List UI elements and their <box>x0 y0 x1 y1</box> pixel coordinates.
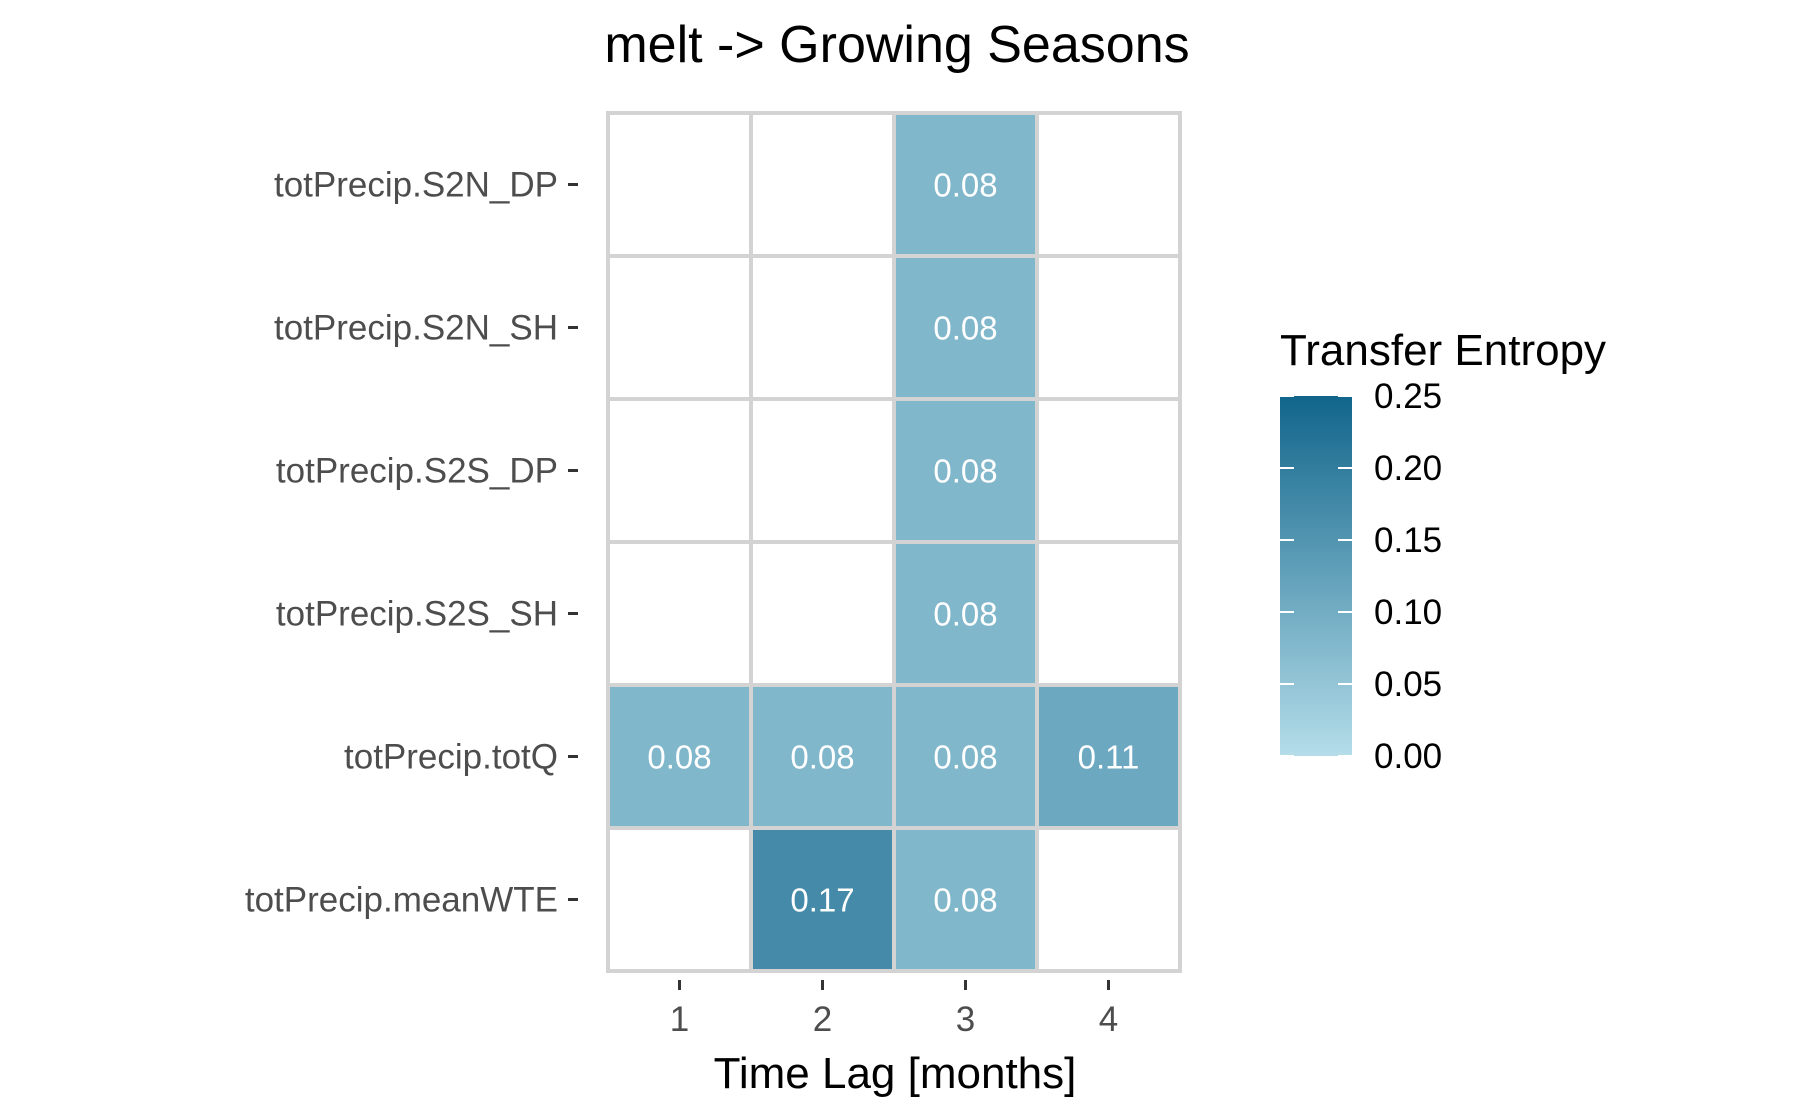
x-tick-label: 1 <box>670 1000 689 1039</box>
heatmap-cell <box>1035 111 1182 258</box>
x-axis: 1 2 3 4 <box>670 980 1118 1039</box>
heatmap-cell <box>606 826 753 973</box>
x-tick-label: 3 <box>956 1000 975 1039</box>
cell-value-label: 0.08 <box>933 596 997 633</box>
x-tick-label: 2 <box>813 1000 832 1039</box>
heatmap-cell <box>1035 540 1182 687</box>
y-tick-label: totPrecip.totQ <box>344 738 558 777</box>
y-tick-label: totPrecip.S2S_DP <box>276 452 558 491</box>
x-axis-label: Time Lag [months] <box>714 1049 1077 1098</box>
heatmap-cell <box>749 826 896 973</box>
heatmap-cell <box>892 826 1039 973</box>
y-tick-label: totPrecip.S2N_SH <box>274 309 558 348</box>
y-tick-label: totPrecip.meanWTE <box>245 881 558 920</box>
chart-title: melt -> Growing Seasons <box>604 16 1189 74</box>
cell-value-label: 0.08 <box>933 310 997 347</box>
legend-tick-label: 0.10 <box>1374 593 1442 632</box>
legend: Transfer Entropy 0.00 0.05 0.10 0.15 0.20 0.2… <box>1280 326 1606 776</box>
heatmap-cell <box>749 540 896 687</box>
cell-value-label: 0.08 <box>933 882 997 919</box>
heatmap-cell <box>606 111 753 258</box>
heatmap-cells: 0.08 0.08 0.08 0.08 0.08 0.08 0.08 0.11 0.17 0.08 <box>606 111 1182 973</box>
heatmap-cell <box>606 254 753 401</box>
heatmap-cell <box>1035 254 1182 401</box>
cell-value-label: 0.11 <box>1078 739 1140 776</box>
cell-value-label: 0.08 <box>790 739 854 776</box>
heatmap-cell <box>606 540 753 687</box>
legend-tick-label: 0.00 <box>1374 737 1442 776</box>
heatmap-cell <box>892 111 1039 258</box>
legend-tick-label: 0.25 <box>1374 377 1442 416</box>
heatmap-cell <box>1035 826 1182 973</box>
legend-ticks: 0.00 0.05 0.10 0.15 0.20 0.25 <box>1280 377 1442 776</box>
legend-tick-label: 0.20 <box>1374 449 1442 488</box>
heatmap-cell <box>892 254 1039 401</box>
x-tick-label: 4 <box>1099 1000 1118 1039</box>
cell-value-label: 0.08 <box>933 167 997 204</box>
heatmap-cell <box>606 397 753 544</box>
heatmap-cell <box>749 111 896 258</box>
legend-tick-label: 0.05 <box>1374 665 1442 704</box>
heatmap-cell <box>749 397 896 544</box>
legend-title: Transfer Entropy <box>1280 326 1606 375</box>
y-tick-label: totPrecip.S2S_SH <box>276 595 558 634</box>
cell-value-label: 0.08 <box>933 739 997 776</box>
legend-tick-label: 0.15 <box>1374 521 1442 560</box>
cell-value-label: 0.17 <box>790 882 854 919</box>
heatmap-cell <box>1035 397 1182 544</box>
heatmap-cell <box>1035 683 1182 830</box>
cell-value-label: 0.08 <box>933 453 997 490</box>
heatmap-cell <box>749 254 896 401</box>
y-axis: totPrecip.S2N_DP totPrecip.S2N_SH totPreci… <box>245 166 578 920</box>
cell-value-label: 0.08 <box>647 739 711 776</box>
heatmap-cell <box>749 683 896 830</box>
legend-colorbar <box>1280 396 1352 756</box>
y-tick-label: totPrecip.S2N_DP <box>274 166 558 205</box>
